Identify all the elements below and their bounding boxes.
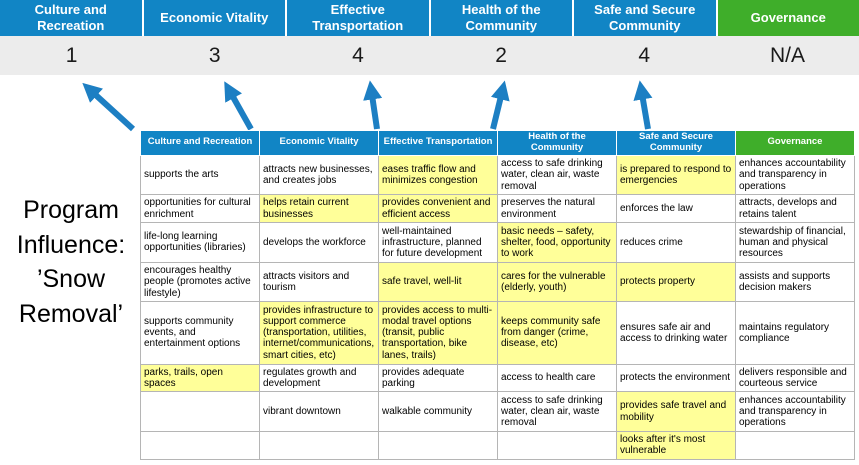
influence-arrow-5 <box>633 80 653 130</box>
matrix-row-6: parks, trails, open spaces regulates grow… <box>140 363 855 393</box>
matrix-cell <box>140 430 260 461</box>
matrix-header-culture-and-recreation: Culture and Recreation <box>140 130 260 156</box>
matrix-cell: walkable community <box>378 391 498 432</box>
score-safe-and-secure-community: 4 <box>638 43 651 67</box>
matrix-row-8: looks after it's most vulnerable <box>140 430 855 461</box>
matrix-cell: cares for the vulnerable (elderly, youth… <box>497 261 617 303</box>
category-header-safe-and-secure-community: Safe and Secure Community <box>574 0 718 36</box>
matrix-cell: well-maintained infrastructure, planned … <box>378 222 498 263</box>
score-governance: N/A <box>769 43 805 67</box>
category-header-culture-and-recreation: Culture and Recreation <box>0 0 144 36</box>
matrix-cell <box>259 430 379 461</box>
category-header-row: Culture and Recreation Economic Vitality… <box>0 0 859 36</box>
matrix-cell: safe travel, well-lit <box>378 261 498 303</box>
matrix-cell: access to health care <box>497 363 617 393</box>
matrix-cell: preserves the natural environment <box>497 194 617 224</box>
matrix-header-effective-transportation: Effective Transportation <box>378 130 498 156</box>
matrix-cell: delivers responsible and courteous servi… <box>735 363 855 393</box>
matrix-row-2: opportunities for cultural enrichment hel… <box>140 194 855 224</box>
category-header-economic-vitality: Economic Vitality <box>143 0 287 36</box>
influence-arrow-3 <box>363 80 383 130</box>
score-row: 1 3 4 2 4 N/A <box>0 36 859 75</box>
score-economic-vitality: 3 <box>208 43 221 67</box>
matrix-cell: enhances accountability and transparency… <box>735 391 855 432</box>
matrix-cell: provides adequate parking <box>378 363 498 393</box>
category-header-effective-transportation: Effective Transportation <box>287 0 431 36</box>
matrix-header-safe-and-secure-community: Safe and Secure Community <box>616 130 736 156</box>
matrix-header-row: Culture and Recreation Economic Vitality E… <box>140 130 855 156</box>
matrix-cell: protects the environment <box>616 363 736 393</box>
score-effective-transportation: 4 <box>352 43 364 67</box>
matrix-cell: is prepared to respond to emergencies <box>616 154 736 196</box>
matrix-cell: access to safe drinking water, clean air… <box>497 391 617 432</box>
matrix-row-3: life-long learning opportunities (librar… <box>140 222 855 263</box>
matrix-cell: looks after it's most vulnerable <box>616 430 736 461</box>
matrix-cell: provides infrastructure to support comme… <box>259 301 379 365</box>
matrix-cell <box>497 430 617 461</box>
influence-arrows <box>82 80 653 132</box>
score-culture-and-recreation: 1 <box>65 43 78 67</box>
category-header-health-of-the-community: Health of the Community <box>430 0 574 36</box>
matrix-header-health-of-the-community: Health of the Community <box>497 130 617 156</box>
matrix-header-governance: Governance <box>735 130 855 156</box>
matrix-cell: attracts new businesses, and creates job… <box>259 154 379 196</box>
matrix-cell: provides safe travel and mobility <box>616 391 736 432</box>
matrix-cell: supports the arts <box>140 154 260 196</box>
matrix-cell: attracts, develops and retains talent <box>735 194 855 224</box>
matrix-header-economic-vitality: Economic Vitality <box>259 130 379 156</box>
matrix-cell: keeps community safe from danger (crime,… <box>497 301 617 365</box>
matrix-cell: provides access to multi-modal travel op… <box>378 301 498 365</box>
matrix-row-1: supports the arts attracts new businesses… <box>140 154 855 196</box>
matrix-cell: supports community events, and entertain… <box>140 301 260 365</box>
program-influence-label: Program Influence: ’Snow Removal’ <box>16 196 126 328</box>
matrix-cell: regulates growth and development <box>259 363 379 393</box>
matrix-cell: reduces crime <box>616 222 736 263</box>
matrix-cell: opportunities for cultural enrichment <box>140 194 260 224</box>
matrix-cell: parks, trails, open spaces <box>140 363 260 393</box>
matrix-cell: protects property <box>616 261 736 303</box>
influence-arrow-1 <box>82 82 136 132</box>
matrix-cell <box>378 430 498 461</box>
influence-arrow-4 <box>490 80 510 130</box>
matrix-cell: maintains regulatory compliance <box>735 301 855 365</box>
matrix-cell <box>140 391 260 432</box>
influence-arrow-2 <box>224 81 254 131</box>
score-health-of-the-community: 2 <box>495 43 507 67</box>
influence-matrix: Culture and Recreation Economic Vitality E… <box>140 130 855 461</box>
matrix-row-4: encourages healthy people (promotes acti… <box>140 261 855 303</box>
matrix-cell: enhances accountability and transparency… <box>735 154 855 196</box>
matrix-cell: ensures safe air and access to drinking … <box>616 301 736 365</box>
matrix-cell: attracts visitors and tourism <box>259 261 379 303</box>
matrix-cell: eases traffic flow and minimizes congest… <box>378 154 498 196</box>
matrix-cell: access to safe drinking water, clean air… <box>497 154 617 196</box>
matrix-cell: encourages healthy people (promotes acti… <box>140 261 260 303</box>
matrix-cell: assists and supports decision makers <box>735 261 855 303</box>
matrix-cell: enforces the law <box>616 194 736 224</box>
matrix-cell: basic needs – safety, shelter, food, opp… <box>497 222 617 263</box>
matrix-cell: develops the workforce <box>259 222 379 263</box>
matrix-cell: vibrant downtown <box>259 391 379 432</box>
matrix-row-7: vibrant downtown walkable community access… <box>140 391 855 432</box>
matrix-cell: life-long learning opportunities (librar… <box>140 222 260 263</box>
matrix-cell <box>735 430 855 461</box>
matrix-cell: stewardship of financial, human and phys… <box>735 222 855 263</box>
matrix-row-5: supports community events, and entertain… <box>140 301 855 365</box>
category-header-governance: Governance <box>717 0 859 36</box>
matrix-cell: provides convenient and efficient access <box>378 194 498 224</box>
matrix-cell: helps retain current businesses <box>259 194 379 224</box>
